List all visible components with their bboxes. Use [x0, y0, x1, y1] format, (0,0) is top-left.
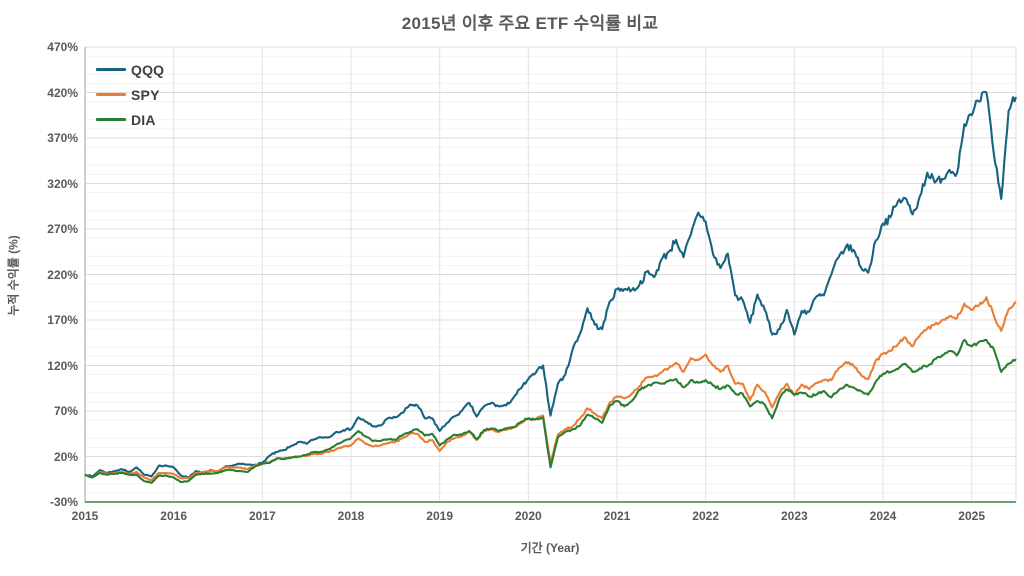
legend-line-swatch	[96, 117, 126, 122]
x-tick-label: 2024	[869, 509, 897, 523]
legend-label: SPY	[131, 86, 160, 103]
legend-line-swatch	[96, 67, 126, 72]
chart-title: 2015년 이후 주요 ETF 수익률 비교	[401, 14, 659, 33]
y-tick-label: 120%	[47, 358, 78, 373]
y-tick-label: 170%	[47, 313, 78, 327]
x-tick-label: 2018	[337, 509, 365, 523]
y-tick-label: 270%	[47, 222, 78, 236]
x-tick-label: 2022	[692, 509, 719, 523]
y-tick-label: -30%	[49, 495, 78, 509]
y-tick-label: 470%	[47, 40, 78, 54]
x-tick-label: 2016	[160, 509, 187, 523]
x-tick-label: 2017	[248, 509, 276, 523]
series-line-qqq	[84, 90, 1017, 479]
series-line-spy	[84, 296, 1017, 482]
legend-item-qqq: QQQ	[96, 57, 164, 82]
y-tick-label: 70%	[53, 404, 78, 418]
x-tick-label: 2023	[780, 509, 808, 523]
legend-item-dia: DIA	[96, 107, 164, 132]
legend-line-swatch	[96, 92, 126, 97]
x-tick-label: 2025	[958, 509, 985, 523]
legend-item-spy: SPY	[96, 82, 164, 107]
y-tick-label: 220%	[47, 267, 78, 282]
x-tick-label: 2021	[603, 509, 631, 523]
x-axis-title: 기간 (Year)	[520, 541, 580, 555]
y-tick-label: 370%	[47, 131, 78, 145]
series-line-dia	[84, 338, 1017, 484]
legend: QQQ SPY DIA	[96, 57, 164, 132]
y-tick-label: 420%	[47, 85, 78, 100]
legend-label: DIA	[131, 111, 156, 128]
x-tick-label: 2019	[426, 509, 453, 523]
legend-label: QQQ	[131, 61, 165, 78]
x-tick-label: 2015	[71, 509, 99, 523]
y-tick-label: 20%	[53, 449, 78, 464]
y-tick-label: 320%	[47, 176, 78, 191]
x-tick-label: 2020	[514, 509, 542, 523]
